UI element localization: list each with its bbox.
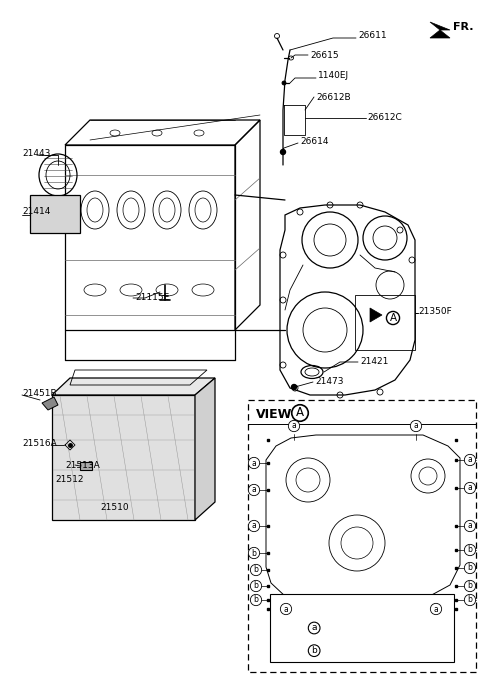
Text: 21513A: 21513A xyxy=(65,460,100,470)
Text: 26614: 26614 xyxy=(300,137,328,147)
Text: a: a xyxy=(252,485,256,495)
Text: b: b xyxy=(468,546,472,554)
Text: FR.: FR. xyxy=(453,22,473,32)
Text: 26612C: 26612C xyxy=(367,112,402,122)
Polygon shape xyxy=(430,22,450,38)
FancyBboxPatch shape xyxy=(30,195,80,233)
Text: PNC: PNC xyxy=(395,600,418,610)
Text: b: b xyxy=(253,581,258,591)
Polygon shape xyxy=(42,397,58,410)
Text: b: b xyxy=(468,564,472,573)
Text: 1140GD: 1140GD xyxy=(385,623,427,633)
Text: b: b xyxy=(468,596,472,604)
Text: a: a xyxy=(468,521,472,531)
Text: a: a xyxy=(414,422,419,431)
Polygon shape xyxy=(52,378,215,395)
Text: 21350F: 21350F xyxy=(418,308,452,316)
Text: b: b xyxy=(312,646,317,655)
Text: 1140ER: 1140ER xyxy=(386,646,426,656)
Text: 21451B: 21451B xyxy=(22,389,57,397)
Ellipse shape xyxy=(282,81,286,85)
Text: 21443: 21443 xyxy=(22,149,50,158)
Circle shape xyxy=(291,385,297,389)
Polygon shape xyxy=(195,378,215,520)
Text: 21510: 21510 xyxy=(100,504,129,512)
Text: 26612B: 26612B xyxy=(316,93,350,101)
Text: 21421: 21421 xyxy=(360,356,388,366)
Text: 26611: 26611 xyxy=(358,32,386,41)
Text: a: a xyxy=(433,604,438,614)
Text: a: a xyxy=(252,458,256,468)
Text: a: a xyxy=(312,623,317,633)
FancyBboxPatch shape xyxy=(80,462,92,470)
Text: 26615: 26615 xyxy=(310,51,338,59)
Text: 21414: 21414 xyxy=(22,208,50,216)
Text: A: A xyxy=(296,406,304,420)
Text: VIEW: VIEW xyxy=(256,408,292,420)
Polygon shape xyxy=(52,395,195,520)
Text: b: b xyxy=(253,566,258,575)
Text: 21115E: 21115E xyxy=(135,293,169,302)
Text: 1140EJ: 1140EJ xyxy=(318,72,349,80)
Text: 21473: 21473 xyxy=(315,377,344,385)
Text: SYMBOL: SYMBOL xyxy=(291,600,337,610)
Text: a: a xyxy=(468,456,472,464)
Text: a: a xyxy=(468,483,472,493)
Text: A: A xyxy=(389,313,396,323)
Text: b: b xyxy=(468,581,472,591)
Polygon shape xyxy=(370,308,382,322)
Text: a: a xyxy=(292,422,296,431)
Text: b: b xyxy=(252,548,256,558)
Text: a: a xyxy=(284,604,288,614)
Text: 21516A: 21516A xyxy=(22,439,57,448)
FancyBboxPatch shape xyxy=(270,594,454,662)
Text: a: a xyxy=(252,521,256,531)
Circle shape xyxy=(280,149,286,155)
Text: 21512: 21512 xyxy=(55,475,84,485)
Text: b: b xyxy=(253,596,258,604)
